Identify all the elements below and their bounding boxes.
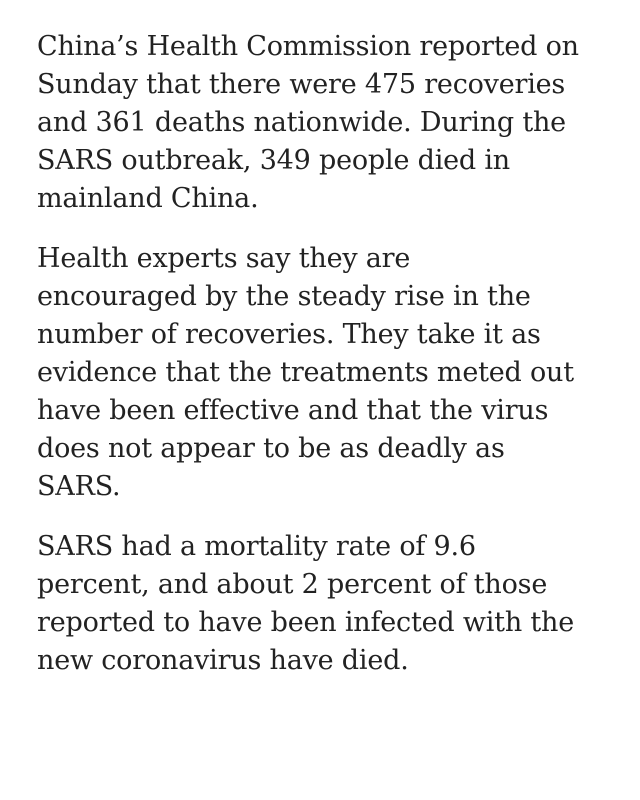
paragraph-recoveries: China’s Health Commission reported on Su…	[37, 28, 612, 218]
text-line: encouraged by the steady rise in the	[37, 281, 531, 312]
text-line: Sunday that there were 475 recoveries	[37, 69, 566, 100]
text-line: SARS outbreak, 349 people died in	[37, 145, 510, 176]
text-line: evidence that the treatments meted out	[37, 357, 574, 388]
article-body: China’s Health Commission reported on Su…	[37, 28, 612, 702]
text-line: Health experts say they are	[37, 243, 411, 274]
text-line: new coronavirus have died.	[37, 645, 409, 676]
text-line: does not appear to be as deadly as	[37, 433, 505, 464]
text-line: SARS had a mortality rate of 9.6	[37, 531, 476, 562]
text-line: number of recoveries. They take it as	[37, 319, 541, 350]
paragraph-mortality: SARS had a mortality rate of 9.6 percent…	[37, 528, 612, 680]
text-line: mainland China.	[37, 183, 259, 214]
text-line: and 361 deaths nationwide. During the	[37, 107, 566, 138]
text-line: SARS.	[37, 471, 121, 502]
text-line: reported to have been infected with the	[37, 607, 575, 638]
text-line: have been effective and that the virus	[37, 395, 549, 426]
text-line: China’s Health Commission reported on	[37, 31, 579, 62]
text-line: percent, and about 2 percent of those	[37, 569, 548, 600]
paragraph-experts: Health experts say they are encouraged b…	[37, 240, 612, 506]
